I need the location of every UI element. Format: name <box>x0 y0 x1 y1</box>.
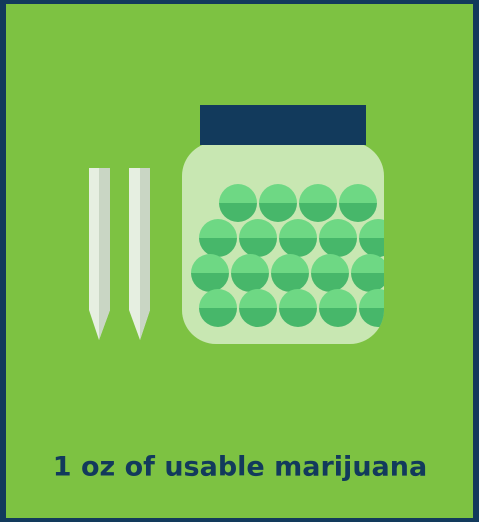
joints <box>89 168 150 340</box>
jar <box>182 105 384 344</box>
caption: 1 oz of usable marijuana <box>53 452 427 483</box>
